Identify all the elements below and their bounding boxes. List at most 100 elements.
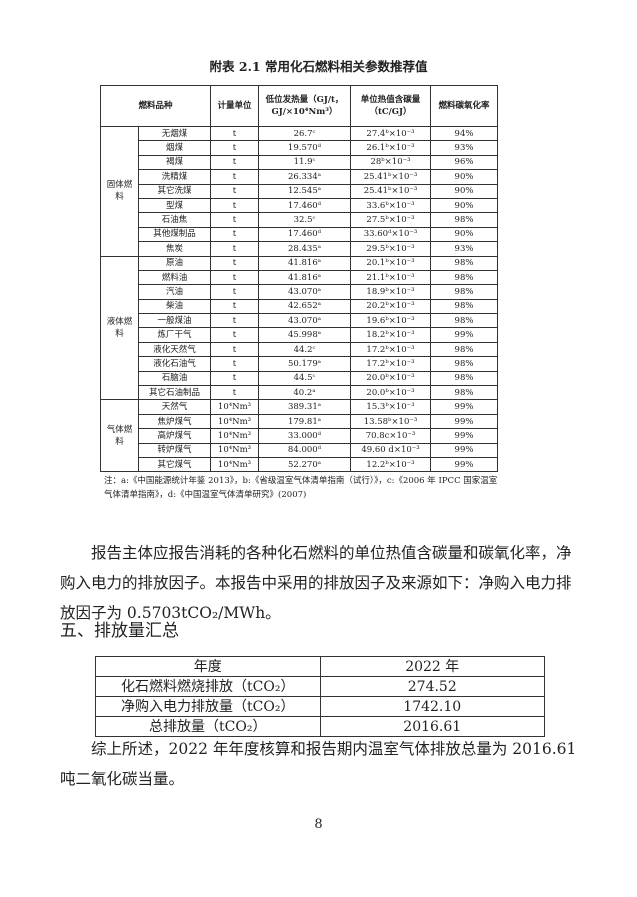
- summary-row: 化石燃料燃烧排放（tCO₂） 274.52: [95, 676, 545, 697]
- summary-cell: 年度: [95, 656, 321, 677]
- table-cell: 28.435ᵃ: [258, 241, 351, 257]
- table-cell: 98%: [430, 298, 498, 315]
- table-cell: 389.31ᵃ: [258, 399, 351, 415]
- summary-cell: 2022 年: [319, 656, 545, 677]
- table-cell: 28ᵇ×10⁻³: [350, 154, 431, 171]
- section-heading: 五、排放量汇总: [60, 621, 179, 641]
- table-row: 其它煤气 10⁴Nm³ 52.270ᵃ 12.2ᵇ×10⁻³ 99%: [101, 456, 498, 473]
- table-cell: 炼厂干气: [138, 327, 211, 343]
- table-cell: 93%: [430, 140, 498, 156]
- table-cell: t: [210, 269, 259, 286]
- table-cell: t: [210, 385, 259, 401]
- table-cell: 41.816ᵃ: [258, 255, 351, 271]
- table-cell: t: [210, 284, 259, 300]
- table-cell: t: [210, 356, 259, 372]
- table-cell: 99%: [430, 428, 498, 444]
- summary-cell: 274.52: [319, 676, 545, 697]
- table-cell: t: [210, 125, 259, 142]
- table-cell: t: [210, 298, 259, 315]
- table-cell: 27.5ᵇ×10⁻³: [350, 212, 431, 228]
- table-cell: t: [210, 341, 259, 358]
- summary-cell: 总排放量（tCO₂）: [95, 716, 321, 737]
- paragraph-factors: 报告主体应报告消耗的各种化石燃料的单位热值含碳量和碳氧化率，净购入电力的排放因子…: [60, 544, 572, 622]
- table-cell: 50.179ᵃ: [258, 356, 351, 372]
- table-row: 液体燃料 原油 t 41.816ᵃ 20.1ᵇ×10⁻³ 98%: [100, 255, 498, 401]
- table-cell: 98%: [430, 356, 498, 372]
- fuel-parameters-table: 燃料品种 计量单位 低位发热量（GJ/t，GJ/×10⁴Nm³） 单位热值含碳量…: [100, 85, 498, 473]
- table-row: 炼厂干气 t 45.998ᵃ 18.2ᵇ×10⁻³ 99%: [101, 327, 498, 343]
- table-cell: 其它洗煤: [138, 183, 211, 199]
- table-cell: 94%: [430, 125, 498, 142]
- summary-cell: 2016.61: [319, 716, 545, 737]
- table-row: 褐煤 t 11.9ᶜ 28ᵇ×10⁻³ 96%: [101, 154, 498, 171]
- table-cell: 33.000ᵈ: [258, 428, 351, 444]
- table-cell: 型煤: [138, 197, 211, 214]
- summary-row: 总排放量（tCO₂） 2016.61: [95, 716, 545, 737]
- table-cell: 燃料油: [138, 269, 211, 286]
- table-row: 石油焦 t 32.5ᶜ 27.5ᵇ×10⁻³ 98%: [101, 212, 498, 228]
- table-cell: t: [210, 183, 259, 199]
- table-cell: 15.3ᵇ×10⁻³: [350, 399, 431, 415]
- table-cell: 天然气: [138, 399, 211, 415]
- table-note: 注：a:《中国能源统计年鉴 2013》，b:《省级温室气体清单指南（试行）》，c…: [104, 476, 498, 500]
- table-cell: 179.81ᵃ: [258, 413, 351, 430]
- table-cell: 洗精煤: [138, 169, 211, 185]
- table-cell: 13.58ᵇ×10⁻³: [350, 413, 431, 430]
- table-cell: 19.6ᵇ×10⁻³: [350, 313, 431, 329]
- table-cell: 44.5ᶜ: [258, 370, 351, 387]
- table-cell: t: [210, 241, 259, 257]
- table-cell: 43.070ᵃ: [258, 313, 351, 329]
- table-cell: 84.000ᵈ: [258, 442, 351, 458]
- table-title: 附表 2.1 常用化石燃料相关参数推荐值: [209, 59, 428, 74]
- table-cell: 柴油: [138, 298, 211, 315]
- table-cell: 17.2ᵇ×10⁻³: [350, 356, 431, 372]
- table-cell: 45.998ᵃ: [258, 327, 351, 343]
- table-row: 其它洗煤 t 12.545ᵃ 25.41ᵇ×10⁻³ 90%: [101, 183, 498, 199]
- table-row: 燃料油 t 41.816ᵃ 21.1ᵇ×10⁻³ 98%: [101, 269, 498, 286]
- emission-summary-table: 年度 2022 年化石燃料燃烧排放（tCO₂） 274.52 净购入电力排放量（tCO…: [95, 656, 545, 737]
- summary-cell: 化石燃料燃烧排放（tCO₂）: [95, 676, 321, 697]
- table-cell: 98%: [430, 284, 498, 300]
- table-cell: 33.60ᵈ×10⁻³: [350, 226, 431, 243]
- table-cell: 高炉煤气: [138, 428, 211, 444]
- table-cell: 17.460ᵈ: [258, 197, 351, 214]
- header-carbon: 单位热值含碳量（tC/GJ）: [350, 85, 431, 127]
- table-cell: 褐煤: [138, 154, 211, 171]
- table-cell: 17.460ᵈ: [258, 226, 351, 243]
- table-cell: 99%: [430, 327, 498, 343]
- table-cell: 原油: [138, 255, 211, 271]
- header-fuel: 燃料品种: [100, 85, 211, 127]
- table-cell: 44.2ᶜ: [258, 341, 351, 358]
- table-cell: 20.0ᵇ×10⁻³: [350, 385, 431, 401]
- table-cell: 32.5ᶜ: [258, 212, 351, 228]
- table-cell: t: [210, 370, 259, 387]
- table-cell: 11.9ᶜ: [258, 154, 351, 171]
- table-cell: 52.270ᵃ: [258, 456, 351, 473]
- table-cell: 96%: [430, 154, 498, 171]
- table-cell: 99%: [430, 456, 498, 473]
- table-cell: 49.60 d×10⁻³: [350, 442, 431, 458]
- table-cell: 98%: [430, 255, 498, 271]
- table-cell: 26.334ᵃ: [258, 169, 351, 185]
- table-cell: 焦炉煤气: [138, 413, 211, 430]
- table-cell: 12.2ᵇ×10⁻³: [350, 456, 431, 473]
- table-cell: 26.7ᶜ: [258, 125, 351, 142]
- table-cell: t: [210, 226, 259, 243]
- table-cell: 25.41ᵇ×10⁻³: [350, 169, 431, 185]
- group-label: 液体燃料: [100, 255, 139, 401]
- table-cell: 19.570ᵈ: [258, 140, 351, 156]
- table-cell: 98%: [430, 212, 498, 228]
- table-cell: 无烟煤: [138, 125, 211, 142]
- summary-cell: 1742.10: [319, 696, 545, 717]
- table-row: 型煤 t 17.460ᵈ 33.6ᵇ×10⁻³ 90%: [101, 197, 498, 214]
- table-row: 焦炉煤气 10⁴Nm³ 179.81ᵃ 13.58ᵇ×10⁻³ 99%: [101, 413, 498, 430]
- table-cell: 17.2ᵇ×10⁻³: [350, 341, 431, 358]
- table-cell: 41.816ᵃ: [258, 269, 351, 286]
- table-row: 液化石油气 t 50.179ᵃ 17.2ᵇ×10⁻³ 98%: [101, 356, 498, 372]
- group-label: 气体燃料: [100, 399, 139, 473]
- table-cell: 10⁴Nm³: [210, 456, 259, 473]
- summary-row: 净购入电力排放量（tCO₂） 1742.10: [95, 696, 545, 717]
- table-cell: 其它煤气: [138, 456, 211, 473]
- table-row: 洗精煤 t 26.334ᵃ 25.41ᵇ×10⁻³ 90%: [101, 169, 498, 185]
